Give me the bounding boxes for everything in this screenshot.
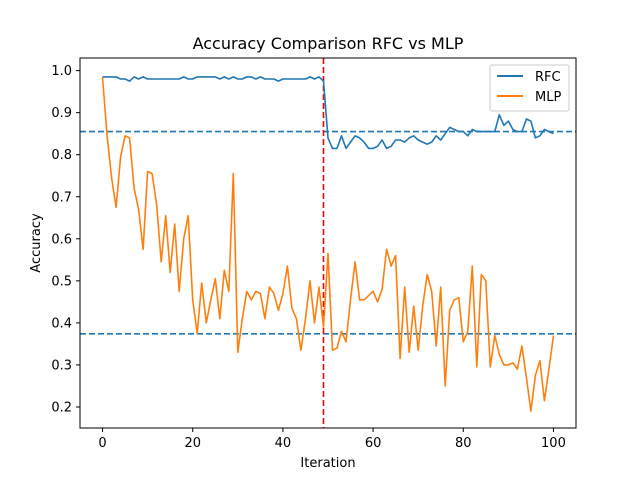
x-tick-label: 100 — [541, 436, 566, 451]
chart-title: Accuracy Comparison RFC vs MLP — [193, 34, 464, 53]
y-axis-label: Accuracy — [29, 213, 44, 273]
x-tick-label: 0 — [98, 436, 106, 451]
x-axis: 0 20 40 60 80 100 — [98, 428, 566, 451]
y-tick-label: 0.8 — [51, 148, 72, 163]
legend: RFC MLP — [489, 64, 570, 112]
y-tick-label: 0.2 — [51, 400, 72, 415]
x-tick-label: 20 — [184, 436, 201, 451]
legend-label-rfc: RFC — [535, 70, 561, 85]
y-tick-label: 0.5 — [51, 274, 72, 289]
y-axis: 0.2 0.3 0.4 0.5 0.6 0.7 0.8 0.9 1.0 — [51, 64, 80, 415]
y-tick-label: 0.7 — [51, 190, 72, 205]
y-tick-label: 0.6 — [51, 232, 72, 247]
y-tick-label: 0.3 — [51, 358, 72, 373]
x-tick-label: 40 — [275, 436, 292, 451]
plot-frame — [79, 57, 577, 429]
series-line-mlp — [101, 76, 555, 413]
y-tick-label: 0.9 — [51, 106, 72, 121]
legend-label-mlp: MLP — [535, 90, 561, 105]
x-tick-label: 60 — [365, 436, 382, 451]
y-tick-label: 1.0 — [51, 64, 72, 79]
y-tick-label: 0.4 — [51, 316, 72, 331]
x-axis-label: Iteration — [300, 456, 355, 471]
series-line-rfc — [102, 76, 554, 150]
x-tick-label: 80 — [455, 436, 472, 451]
plot-area — [80, 58, 576, 428]
